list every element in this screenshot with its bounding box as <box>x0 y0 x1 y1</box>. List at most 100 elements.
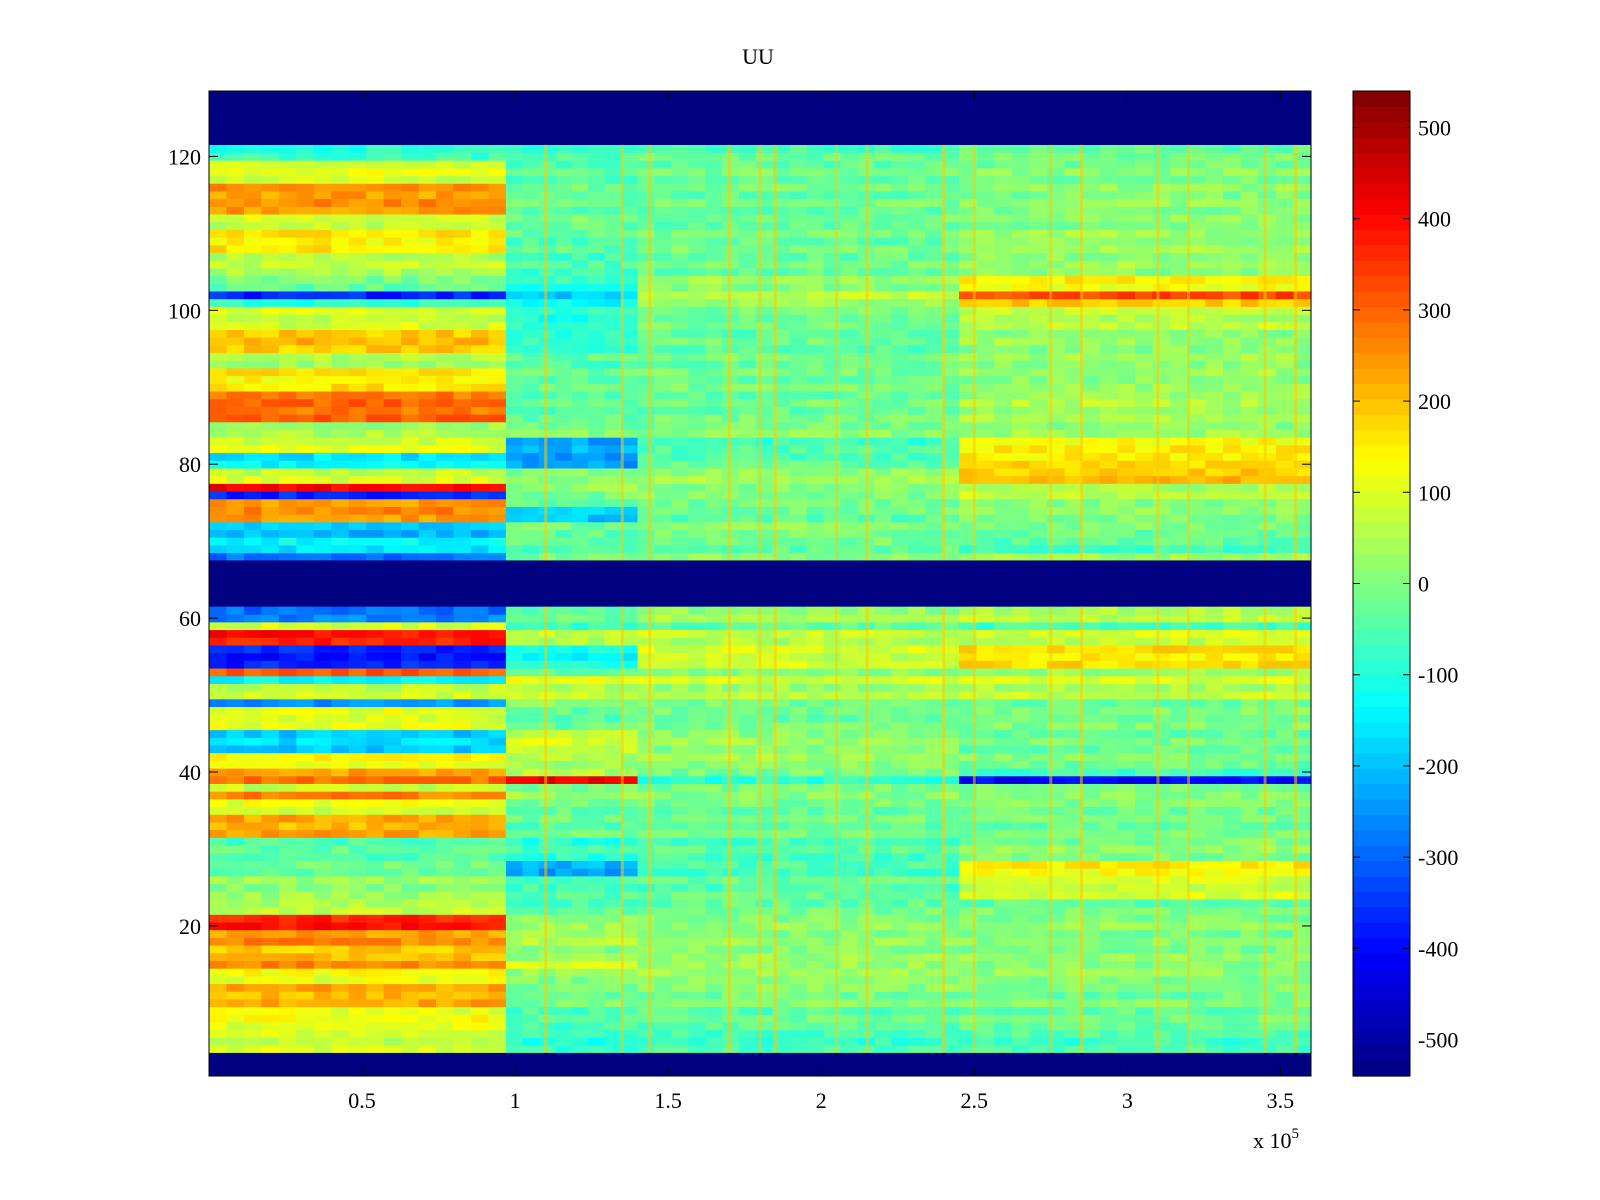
heatmap-cell <box>1240 929 1259 938</box>
heatmap-cell <box>1152 421 1171 430</box>
heatmap-cell <box>925 429 943 438</box>
heatmap-cell <box>1082 868 1101 877</box>
heatmap-cell <box>1258 406 1277 415</box>
heatmap-cell <box>621 606 639 615</box>
heatmap-cell <box>383 791 402 800</box>
heatmap-cell <box>1134 868 1154 877</box>
heatmap-cell <box>418 806 437 815</box>
heatmap-cell <box>976 968 995 977</box>
heatmap-cell <box>1029 852 1048 861</box>
heatmap-cell <box>418 698 437 708</box>
heatmap-cell <box>505 706 523 715</box>
heatmap-cell <box>891 521 909 531</box>
heatmap-cell <box>688 860 706 869</box>
heatmap-cell <box>908 852 926 861</box>
heatmap-cell <box>488 621 507 631</box>
heatmap-cell <box>555 722 573 731</box>
heatmap-cell <box>209 852 228 861</box>
heatmap-cell <box>942 629 960 638</box>
heatmap-cell <box>874 737 892 746</box>
heatmap-cell <box>209 1029 228 1038</box>
heatmap-cell <box>1293 737 1312 746</box>
heatmap-cell <box>705 1029 723 1038</box>
heatmap-cell <box>1240 1006 1259 1015</box>
heatmap-cell <box>436 968 455 977</box>
heatmap-cell <box>588 645 606 654</box>
heatmap-cell <box>688 1045 706 1054</box>
heatmap-cell <box>1205 468 1224 477</box>
heatmap-cell <box>1293 852 1312 861</box>
heatmap-cell <box>436 914 455 923</box>
heatmap-cell <box>471 529 490 538</box>
heatmap-cell <box>739 529 757 538</box>
heatmap-cell <box>436 960 455 969</box>
heatmap-cell <box>806 675 825 684</box>
heatmap-cell <box>418 444 437 454</box>
heatmap-cell <box>348 668 367 677</box>
heatmap-cell <box>418 529 437 538</box>
heatmap-cell <box>976 675 995 684</box>
heatmap-cell <box>908 506 926 515</box>
heatmap-cell <box>1011 675 1030 684</box>
heatmap-cell <box>261 629 280 638</box>
heatmap-cell <box>243 552 262 561</box>
heatmap-cell <box>671 837 689 846</box>
heatmap-cell <box>621 475 639 484</box>
heatmap-cell <box>383 752 402 761</box>
heatmap-cell <box>1222 899 1242 908</box>
heatmap-cell <box>604 1045 622 1054</box>
heatmap-cell <box>637 645 656 654</box>
heatmap-cell <box>1275 691 1294 700</box>
heatmap-cell <box>604 845 622 854</box>
heatmap-cell <box>571 652 589 661</box>
heatmap-cell <box>1170 537 1189 546</box>
heatmap-cell <box>958 706 978 715</box>
heatmap-cell <box>453 429 472 438</box>
heatmap-cell <box>522 960 540 969</box>
heatmap-cell <box>976 837 995 846</box>
heatmap-cell <box>588 714 606 723</box>
heatmap-cell <box>1134 552 1154 561</box>
heatmap-cell <box>806 806 825 815</box>
heatmap-cell <box>688 629 706 638</box>
heatmap-cell <box>471 675 490 684</box>
heatmap-cell <box>505 806 523 815</box>
heatmap-cell <box>226 745 245 754</box>
heatmap-cell <box>891 552 909 561</box>
heatmap-cell <box>366 475 385 484</box>
heatmap-cell <box>226 837 245 846</box>
heatmap-cell <box>840 491 859 500</box>
heatmap-cell <box>755 552 774 561</box>
heatmap-cell <box>243 783 262 792</box>
heatmap-cell <box>453 475 472 484</box>
heatmap-cell <box>654 952 672 961</box>
heatmap-cell <box>958 914 978 923</box>
heatmap-cell <box>1222 506 1242 515</box>
heatmap-cell <box>278 906 297 915</box>
heatmap-cell <box>401 675 420 684</box>
heatmap-cell <box>958 652 978 661</box>
heatmap-cell <box>296 529 315 538</box>
heatmap-cell <box>1222 452 1242 461</box>
heatmap-cell <box>1222 675 1242 684</box>
heatmap-cell <box>1064 498 1083 507</box>
heatmap-cell <box>604 814 622 823</box>
heatmap-cell <box>1222 645 1242 654</box>
heatmap-cell <box>1152 752 1171 761</box>
heatmap-cell <box>1082 906 1101 915</box>
heatmap-cell <box>840 683 859 692</box>
heatmap-cell <box>471 914 490 923</box>
heatmap-cell <box>925 783 943 792</box>
heatmap-cell <box>243 629 262 638</box>
heatmap-cell <box>621 521 639 531</box>
heatmap-cell <box>209 606 228 615</box>
heatmap-cell <box>538 875 556 885</box>
heatmap-cell <box>471 875 490 885</box>
heatmap-cell <box>588 537 606 546</box>
heatmap-cell <box>604 829 622 838</box>
heatmap-cell <box>1064 1029 1083 1038</box>
heatmap-cell <box>621 529 639 538</box>
heatmap-cell <box>823 891 842 900</box>
heatmap-cell <box>522 421 540 430</box>
heatmap-cell <box>538 452 556 461</box>
